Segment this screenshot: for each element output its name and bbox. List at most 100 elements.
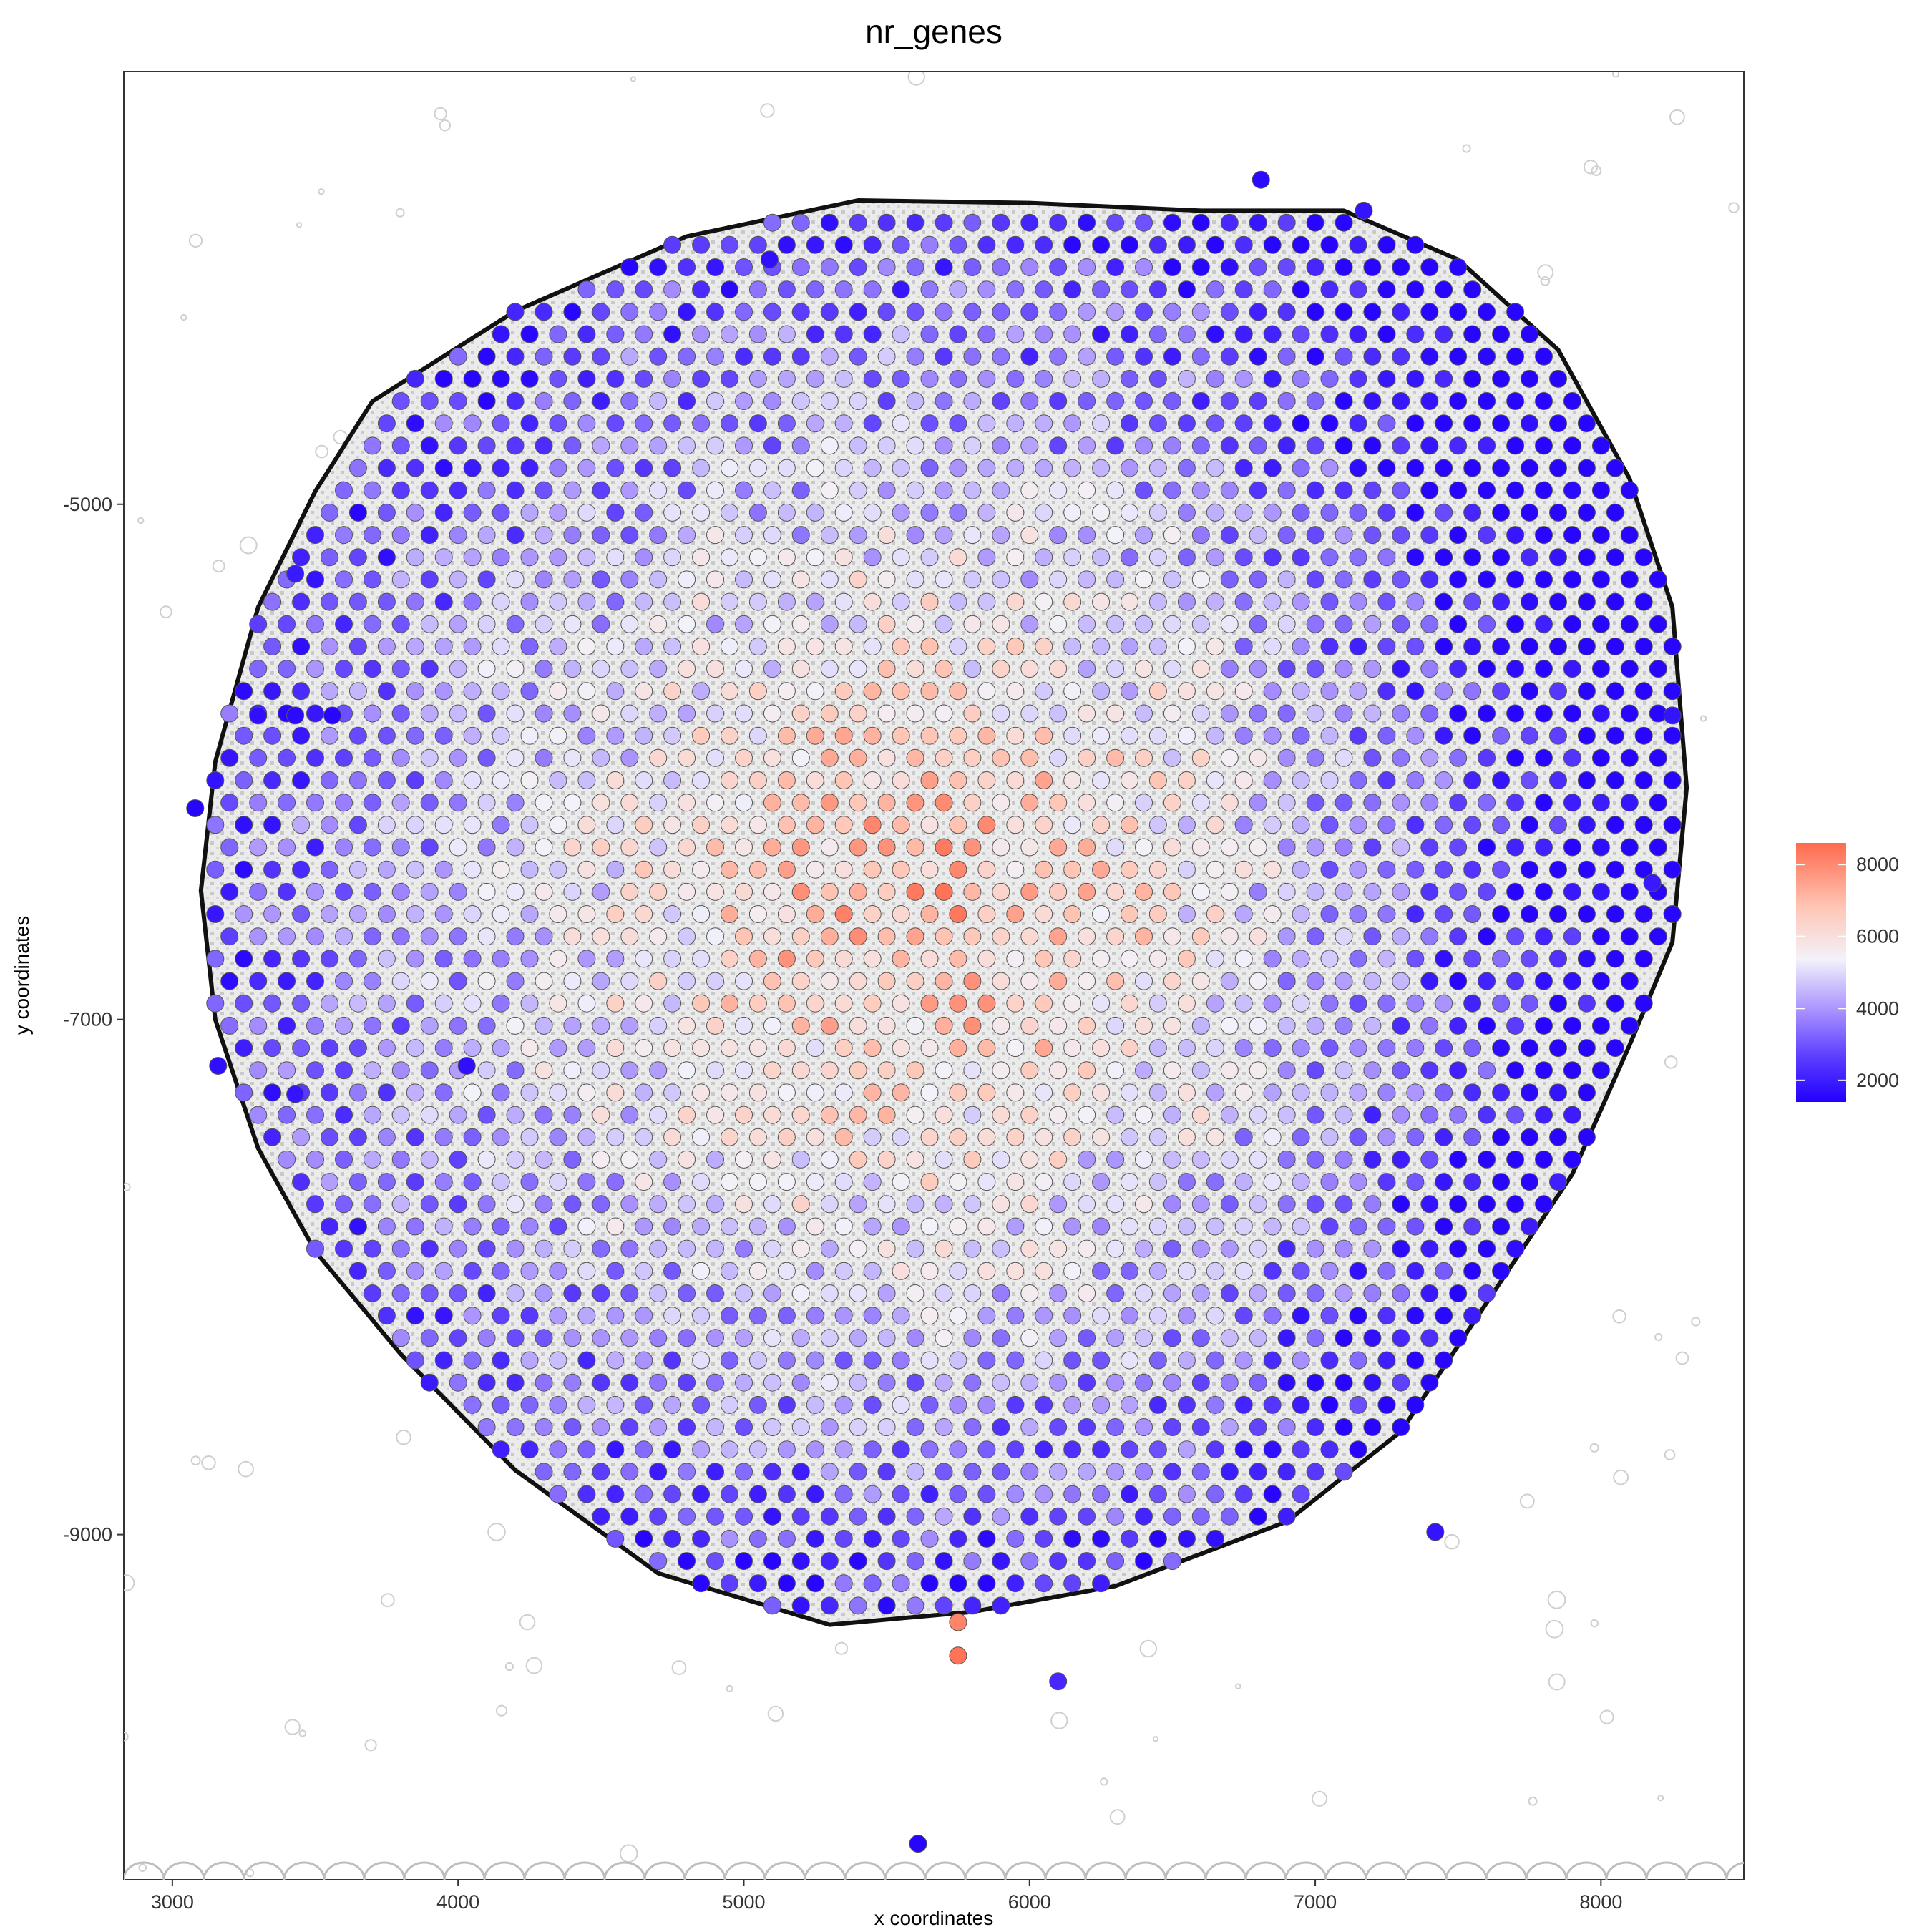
spot-point <box>348 592 367 611</box>
spot-point <box>1092 503 1111 522</box>
spot-point <box>906 1239 924 1258</box>
spot-point <box>506 1016 525 1035</box>
background-speck <box>201 1455 216 1470</box>
spot-point <box>286 565 305 583</box>
spot-point <box>678 303 696 321</box>
spot-point <box>549 1083 567 1102</box>
spot-point <box>1020 481 1039 499</box>
spot-point <box>1106 704 1125 723</box>
spot-point <box>477 794 496 812</box>
spot-point <box>1335 1061 1353 1080</box>
spot-point <box>577 1217 596 1236</box>
spot-point <box>692 414 711 433</box>
spot-point <box>649 794 668 812</box>
spot-point <box>549 369 567 388</box>
spot-point <box>791 481 810 499</box>
spot-point <box>806 459 824 477</box>
spot-point <box>1163 258 1181 276</box>
background-speck <box>504 1662 514 1672</box>
spot-point <box>820 258 839 276</box>
spot-point <box>1035 1529 1053 1548</box>
spot-point <box>406 1039 424 1058</box>
spot-point <box>406 950 424 968</box>
spot-point <box>1535 927 1553 946</box>
spot-point <box>877 1061 896 1080</box>
background-speck <box>1654 1332 1663 1342</box>
spot-point <box>721 1485 738 1503</box>
spot-point <box>834 1485 853 1503</box>
spot-point <box>1006 816 1025 834</box>
spot-point <box>1577 682 1596 701</box>
spot-point <box>1292 1351 1310 1370</box>
spot-point <box>1277 1106 1296 1124</box>
spot-point <box>477 570 496 589</box>
spot-point <box>949 1574 967 1593</box>
spot-point <box>935 1418 953 1436</box>
spot-point <box>1549 816 1567 834</box>
spot-point <box>1191 1195 1210 1214</box>
spot-point <box>606 638 625 655</box>
spot-point <box>1263 771 1282 789</box>
spot-point <box>935 794 953 812</box>
spot-point <box>977 592 996 611</box>
spot-point <box>748 325 767 343</box>
spot-point <box>1292 592 1310 611</box>
spot-point <box>1035 994 1053 1013</box>
spot-point <box>477 1106 496 1124</box>
spot-point <box>1521 414 1538 433</box>
spot-point <box>877 303 896 321</box>
spot-point <box>321 503 338 522</box>
spot-point <box>391 1150 410 1169</box>
spot-point <box>520 682 539 701</box>
spot-point <box>1377 905 1396 923</box>
spot-point <box>963 1418 982 1436</box>
spot-point <box>1020 1418 1039 1436</box>
spot-point <box>506 660 525 678</box>
spot-point <box>1306 972 1324 990</box>
spot-point <box>663 638 682 655</box>
spot-point <box>492 459 510 477</box>
spot-point <box>563 1016 582 1035</box>
spot-point <box>306 1106 324 1124</box>
spot-point <box>592 748 610 767</box>
spot-point <box>1035 1217 1053 1236</box>
spot-point <box>791 1195 810 1214</box>
spot-point <box>1478 303 1496 321</box>
spot-point <box>692 638 711 655</box>
spot-point <box>820 927 839 946</box>
spot-point <box>977 1485 996 1503</box>
spot-point <box>678 1418 696 1436</box>
spot-point <box>1135 1016 1153 1035</box>
spot-point <box>692 235 711 254</box>
spot-point <box>1506 1061 1525 1080</box>
spot-point <box>492 1083 510 1102</box>
spot-point <box>1349 369 1367 388</box>
spot-point <box>863 1217 882 1236</box>
spot-point <box>777 771 796 789</box>
spot-point <box>763 838 781 857</box>
spot-point <box>1435 1039 1453 1058</box>
spot-point <box>406 592 424 611</box>
spot-point <box>863 771 882 789</box>
spot-point <box>892 1083 910 1102</box>
spot-point <box>1591 1061 1610 1080</box>
spot-point <box>391 436 410 455</box>
spot-point <box>963 972 982 990</box>
slide-edge-arc <box>1645 1861 1688 1880</box>
spot-point <box>335 972 353 990</box>
spot-point <box>363 436 381 455</box>
slide-edge-arc <box>443 1861 486 1880</box>
spot-point <box>406 771 424 789</box>
background-speck <box>239 536 258 555</box>
spot-point <box>1135 1284 1153 1302</box>
spot-point <box>892 771 910 789</box>
spot-point <box>1078 213 1096 232</box>
spot-point <box>1020 436 1039 455</box>
background-speck <box>381 1593 395 1608</box>
spot-point <box>1292 1217 1310 1236</box>
spot-point <box>1148 950 1167 968</box>
spot-point <box>777 1351 796 1370</box>
spot-point <box>820 1329 839 1347</box>
spot-point <box>249 882 268 901</box>
spot-point <box>663 1262 682 1280</box>
